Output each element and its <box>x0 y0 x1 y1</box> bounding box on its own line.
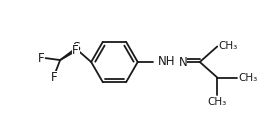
Text: CH₃: CH₃ <box>239 73 258 82</box>
Text: F: F <box>72 44 79 57</box>
Text: CH₃: CH₃ <box>218 41 237 50</box>
Text: S: S <box>72 41 80 54</box>
Text: F: F <box>51 71 58 84</box>
Text: CH₃: CH₃ <box>208 97 227 107</box>
Text: F: F <box>37 52 44 65</box>
Text: N: N <box>178 56 187 68</box>
Text: NH: NH <box>158 55 176 68</box>
